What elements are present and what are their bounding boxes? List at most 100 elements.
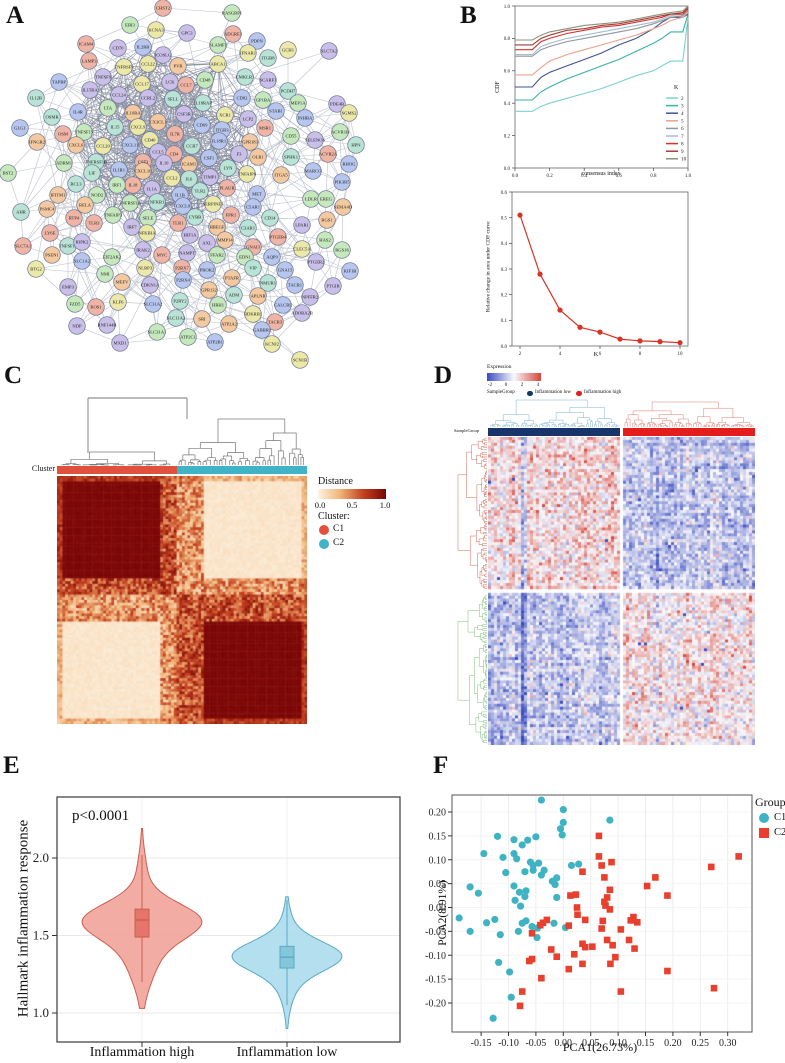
network-node: RHOG	[340, 155, 358, 173]
network-node: ABCA1	[209, 55, 227, 73]
svg-text:0.10: 0.10	[429, 855, 447, 866]
network-node: GPR132	[200, 281, 218, 299]
cdf-legend-title: K	[674, 85, 679, 91]
pca-point	[521, 868, 529, 876]
network-node: PLAUR	[218, 179, 236, 197]
network-node: NFKB1	[148, 193, 166, 211]
gene-label: CD48	[200, 78, 212, 83]
gene-label: SLC11A2	[167, 316, 186, 321]
pca-scatter-plot: -0.15 -0.10 -0.05 0.00 0.05 0.10 0.15 0.20 0.25 0…	[425, 794, 753, 1049]
pca-point	[474, 889, 482, 897]
gene-label: CYBB	[189, 215, 202, 220]
panel-a-label: A	[6, 2, 25, 29]
gene-label: CALCRL	[274, 303, 292, 308]
consensus-heatmap-canvas	[57, 476, 307, 724]
svg-text:0.10: 0.10	[609, 1038, 627, 1049]
network-node: TNFSF9	[94, 68, 112, 86]
network-node: BDKRB1	[244, 305, 263, 323]
samplegroup-low-dot	[527, 390, 533, 396]
samplegroup-legend-title: SampleGroup	[487, 390, 515, 395]
gene-label: TNFRSF1A	[119, 201, 142, 206]
network-node: IRF1	[108, 176, 126, 194]
gene-label: SLC1A2	[74, 259, 91, 264]
network-node: STAB1	[267, 102, 285, 120]
svg-text:0.0: 0.0	[501, 345, 508, 350]
network-node: TLR2	[191, 182, 209, 200]
network-node: CCL24	[110, 86, 128, 104]
gene-label: MYC	[157, 253, 167, 258]
network-node: IL15	[106, 118, 124, 136]
gene-label: PTGER4	[270, 235, 288, 240]
pca-point	[627, 917, 635, 924]
pca-point	[609, 941, 616, 949]
distance-tick-1: 0.5	[346, 500, 358, 510]
gene-label: CCL2	[166, 176, 178, 181]
network-node: HBEGF	[208, 218, 226, 236]
gene-label: CCL24	[112, 93, 126, 98]
gene-label: CHST2	[156, 6, 171, 11]
network-node: CXCL8	[174, 197, 192, 215]
network-node: TNFRSF9	[114, 58, 134, 76]
network-node: NOD2	[88, 186, 106, 204]
network-node: IL18R1	[210, 132, 228, 150]
network-node: LAMP3	[80, 52, 98, 70]
gene-label: CD4	[170, 152, 179, 157]
cdf-curve-k10	[515, 5, 689, 41]
network-node: XCR1	[216, 106, 234, 124]
network-node: CD55	[282, 127, 300, 145]
svg-text:0.00: 0.00	[555, 1038, 573, 1049]
network-node: SELL	[164, 90, 182, 108]
pca-point	[491, 915, 499, 924]
gene-label: TACR1	[288, 283, 303, 288]
gene-label: GNAI3	[246, 245, 260, 250]
network-node: PTGER4	[269, 228, 288, 246]
gene-label: SLC31A2	[144, 302, 163, 307]
gene-label: HPN	[351, 143, 361, 148]
gene-label: CSF3	[138, 160, 149, 165]
network-node: MARCO	[304, 162, 322, 180]
network-node: PVR	[169, 57, 187, 75]
network-node: CD40	[141, 131, 159, 149]
network-node: CXCL9	[129, 118, 147, 136]
svg-text:2.0: 2.0	[33, 850, 49, 865]
network-node: CCL7	[177, 76, 195, 94]
gene-label: CCL20	[96, 144, 110, 149]
cluster-legend-title: Cluster:	[318, 511, 350, 522]
network-node: BTG2	[27, 260, 45, 278]
gene-label: SPHK1	[284, 155, 299, 160]
network-node: HIF1A	[181, 226, 199, 244]
svg-text:0.20: 0.20	[664, 1038, 682, 1049]
network-node: OSMR	[43, 108, 61, 126]
pca-point	[515, 888, 524, 896]
gene-label: C3AR1	[241, 226, 256, 231]
pca-yaxis-label: PCA2(8.91%)	[437, 880, 449, 946]
pca-point	[599, 917, 607, 925]
pca-point	[606, 816, 614, 824]
pca-point	[514, 927, 522, 935]
gene-label: SLAMF1	[209, 43, 227, 48]
network-node: IFNAR1	[239, 44, 257, 62]
pca-series-C1	[455, 796, 614, 1022]
svg-text:0.6: 0.6	[504, 70, 511, 75]
network-node: PCDH7	[279, 82, 297, 100]
network-node: PTAFR	[223, 269, 241, 287]
gene-label: IRF1	[112, 183, 122, 188]
network-node: TIMP1	[201, 168, 219, 186]
delta-yaxis-label: Relative change in area under CDF curve	[485, 221, 492, 313]
network-node: SCN1B	[291, 351, 309, 369]
gene-label: NMI	[101, 272, 110, 277]
network-node: TACR1	[286, 276, 304, 294]
gene-label: IL18	[129, 183, 139, 188]
gene-label: PSEN1	[45, 253, 59, 258]
network-node: SLC7A2	[320, 42, 338, 60]
svg-text:-0.15: -0.15	[471, 1038, 492, 1049]
gene-label: CDKN1A	[141, 283, 160, 288]
network-node: BST2	[0, 164, 17, 182]
gene-label: CXCL8	[176, 204, 191, 209]
network-node: PROK2	[198, 261, 216, 279]
gene-label: KCNJ2	[265, 342, 279, 347]
pca-point	[652, 874, 659, 881]
svg-text:7: 7	[681, 134, 684, 140]
gene-label: LY6E	[45, 231, 56, 236]
panel-b-label: B	[460, 2, 477, 29]
